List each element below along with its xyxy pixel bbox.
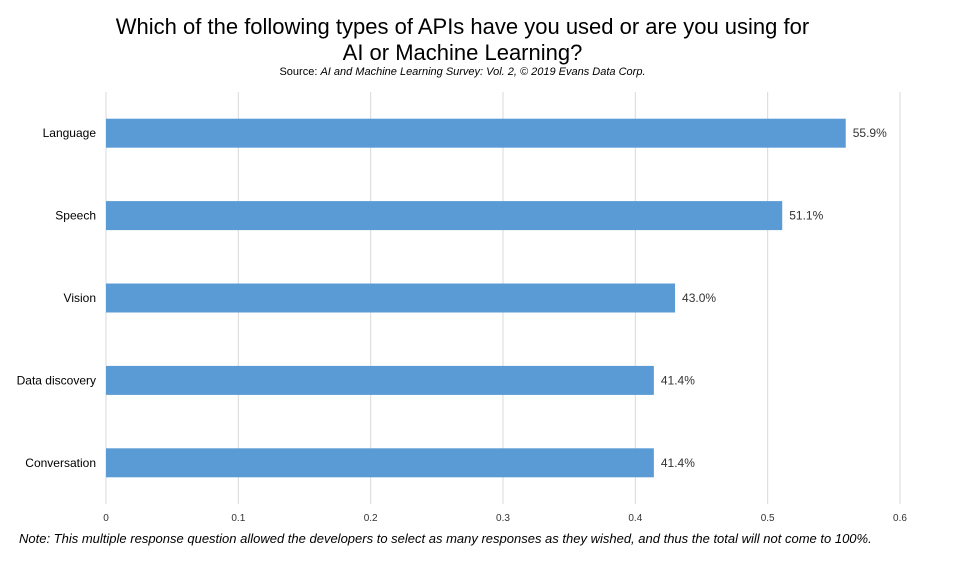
chart-title-line-1: Which of the following types of APIs hav… — [115, 14, 810, 39]
footnote: Note: This multiple response question al… — [19, 531, 872, 546]
source-text: AI and Machine Learning Survey: Vol. 2, … — [320, 66, 646, 78]
data-label: 41.4% — [661, 456, 695, 470]
x-tick-label: 0.4 — [628, 513, 642, 524]
x-tick-label: 0.3 — [496, 513, 510, 524]
bar — [106, 118, 846, 148]
chart-source: Source: AI and Machine Learning Survey: … — [0, 66, 925, 78]
category-label: Vision — [64, 291, 96, 305]
category-label: Conversation — [25, 456, 96, 470]
bar — [106, 283, 676, 313]
data-label: 43.0% — [682, 291, 716, 305]
x-tick-label: 0.2 — [364, 513, 378, 524]
bar — [106, 448, 654, 478]
bar — [106, 365, 654, 395]
x-tick-label: 0.1 — [231, 513, 245, 524]
bar — [106, 201, 783, 231]
category-label: Speech — [55, 209, 96, 223]
data-label: 51.1% — [789, 209, 823, 223]
x-tick-label: 0 — [103, 513, 109, 524]
category-label: Language — [43, 126, 97, 140]
x-tick-label: 0.5 — [761, 513, 775, 524]
data-label: 55.9% — [853, 126, 887, 140]
x-tick-label: 0.6 — [893, 513, 907, 524]
category-label: Data discovery — [17, 373, 96, 387]
chart-title-line-2: AI or Machine Learning? — [342, 40, 583, 65]
data-label: 41.4% — [661, 373, 695, 387]
source-label: Source: — [279, 66, 318, 78]
chart-title: Which of the following types of APIs hav… — [0, 14, 925, 66]
